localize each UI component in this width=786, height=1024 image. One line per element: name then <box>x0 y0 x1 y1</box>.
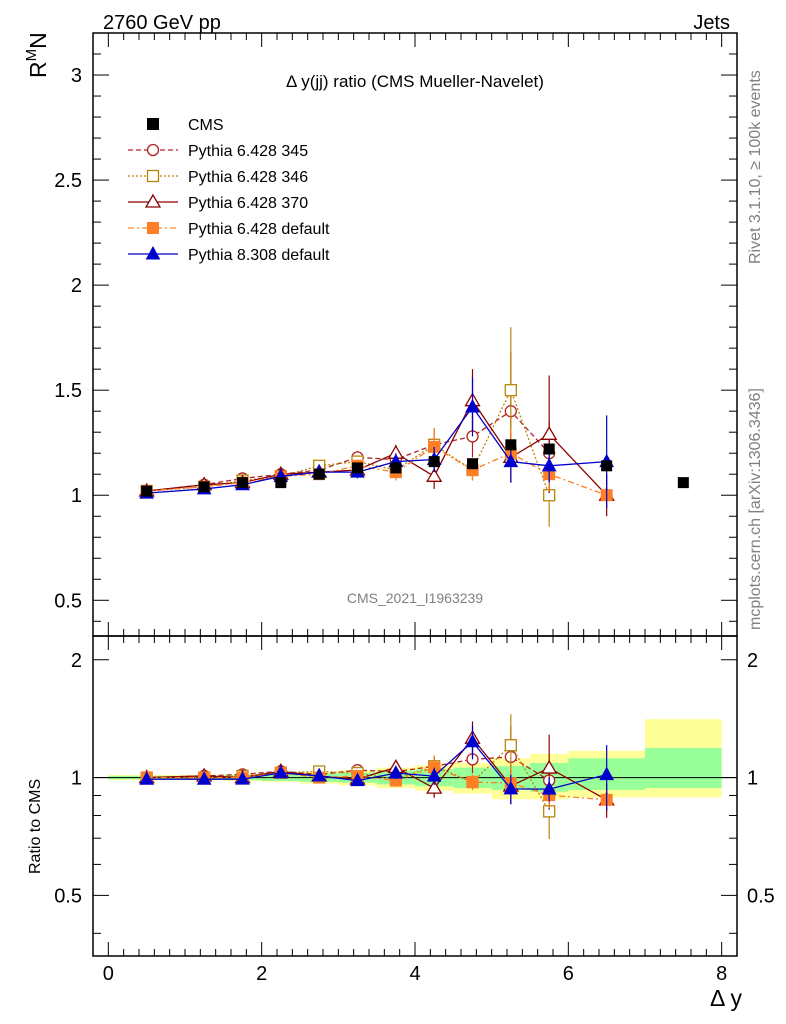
cms-point <box>428 456 440 468</box>
cms-point <box>467 458 478 470</box>
legend-marker <box>145 245 161 260</box>
series-4-point-main <box>465 398 480 413</box>
series-3-point-ratio <box>466 776 479 789</box>
legend-entry-label: Pythia 6.428 345 <box>188 143 308 160</box>
uncertainty-band <box>108 719 722 800</box>
header-right: Jets <box>693 12 730 34</box>
series-4-point-ratio <box>235 771 250 785</box>
series-2-point-main <box>426 468 443 482</box>
series-2-point-main <box>541 426 558 440</box>
y-tick-label-main: 1 <box>71 485 82 507</box>
series-2-line-main <box>146 399 608 496</box>
y-tick-label-ratio: 0.5 <box>54 885 82 907</box>
analysis-watermark: CMS_2021_I1963239 <box>347 590 483 606</box>
chart-title: Δ y(jj) ratio (CMS Mueller-Navelet) <box>286 72 544 91</box>
legend-marker <box>146 169 160 183</box>
series-0-line-main <box>146 410 550 492</box>
y-tick-label-ratio: 1 <box>71 768 82 790</box>
y-tick-label-ratio-right: 0.5 <box>747 885 775 907</box>
series-4-point-ratio <box>541 781 557 795</box>
series-4-line-main <box>146 405 607 494</box>
y-tick-label-ratio: 2 <box>71 650 82 672</box>
x-tick-label: 0 <box>103 963 114 985</box>
cms-point <box>313 468 325 480</box>
rivet-label: Rivet 3.1.10, ≥ 100k events <box>747 70 764 264</box>
y-axis-label-ratio: Ratio to CMS <box>27 779 44 874</box>
series-1-line-ratio <box>146 744 550 812</box>
cms-point <box>677 477 689 489</box>
series-2-point-ratio <box>426 779 443 794</box>
y-tick-label-main: 3 <box>71 65 82 87</box>
legend: CMS Pythia 6.428 345 Pythia 6.428 346 Pythi… <box>128 117 330 264</box>
band-inner-bin <box>645 748 722 789</box>
series-4-point-ratio <box>503 780 519 795</box>
y-tick-label-ratio-right: 1 <box>747 768 758 790</box>
legend-entry-label: Pythia 6.428 370 <box>188 195 308 212</box>
legend-marker <box>146 143 160 157</box>
series-4-point-ratio <box>196 771 212 785</box>
y-axis-label-main: RMN <box>23 32 51 78</box>
series-4-point-main <box>503 453 519 468</box>
series-4-point-ratio <box>139 771 155 785</box>
x-axis-label: Δ y <box>710 985 742 1011</box>
x-tick-label: 8 <box>716 963 727 985</box>
ratio-frame <box>92 635 738 957</box>
y-tick-label-ratio-right: 2 <box>747 650 758 672</box>
cms-point <box>390 462 402 474</box>
cms-point <box>237 477 248 489</box>
x-tick-label: 4 <box>409 963 420 985</box>
main-series-layer <box>138 327 689 527</box>
tick-labels: 0 2 4 6 8 0.5 1 1.5 2 2.5 3 0.5 0.5 1 1 2 2 <box>54 65 775 985</box>
header-left: 2760 GeV pp <box>103 12 221 34</box>
series-4-point-ratio <box>426 768 442 782</box>
legend-marker <box>144 193 162 208</box>
y-tick-label-main: 1.5 <box>54 380 82 402</box>
series-4-point-main <box>541 457 557 472</box>
legend-entry-label: Pythia 6.428 default <box>188 221 330 238</box>
cms-point <box>275 477 287 489</box>
y-tick-label-main: 2.5 <box>54 170 82 192</box>
cms-point <box>601 460 613 472</box>
legend-marker <box>147 222 159 234</box>
series-3-line-ratio <box>146 766 607 801</box>
cms-point <box>352 462 363 474</box>
legend-entry-label: Pythia 8.308 default <box>188 247 330 264</box>
ratio-axis-ticks <box>92 636 738 956</box>
series-2-point-ratio <box>541 759 558 774</box>
series-4-point-ratio <box>388 765 404 779</box>
series-1-point-ratio <box>504 739 517 752</box>
cms-point <box>505 439 517 451</box>
series-4-point-ratio <box>599 766 615 781</box>
cms-point <box>141 485 153 497</box>
series-4-point-ratio <box>273 764 289 779</box>
legend-entry-label: CMS <box>188 117 224 134</box>
series-4-line-ratio <box>146 740 607 790</box>
series-4-point-ratio <box>311 767 327 782</box>
cms-point <box>543 443 555 455</box>
x-tick-label: 2 <box>256 963 267 985</box>
series-4-point-ratio <box>350 772 365 787</box>
mcplots-label: mcplots.cern.ch [arXiv:1306.3436] <box>747 388 764 630</box>
legend-entry-label: Pythia 6.428 346 <box>188 169 308 186</box>
ratio-series-layer <box>138 714 615 839</box>
series-1-point-main <box>504 384 517 397</box>
series-3-line-main <box>146 446 607 496</box>
y-tick-label-main: 2 <box>71 275 82 297</box>
y-tick-label-main: 0.5 <box>54 590 82 612</box>
x-tick-label: 6 <box>563 963 574 985</box>
cms-point <box>198 481 210 493</box>
legend-marker <box>147 118 159 130</box>
series-4-point-ratio <box>465 733 480 748</box>
